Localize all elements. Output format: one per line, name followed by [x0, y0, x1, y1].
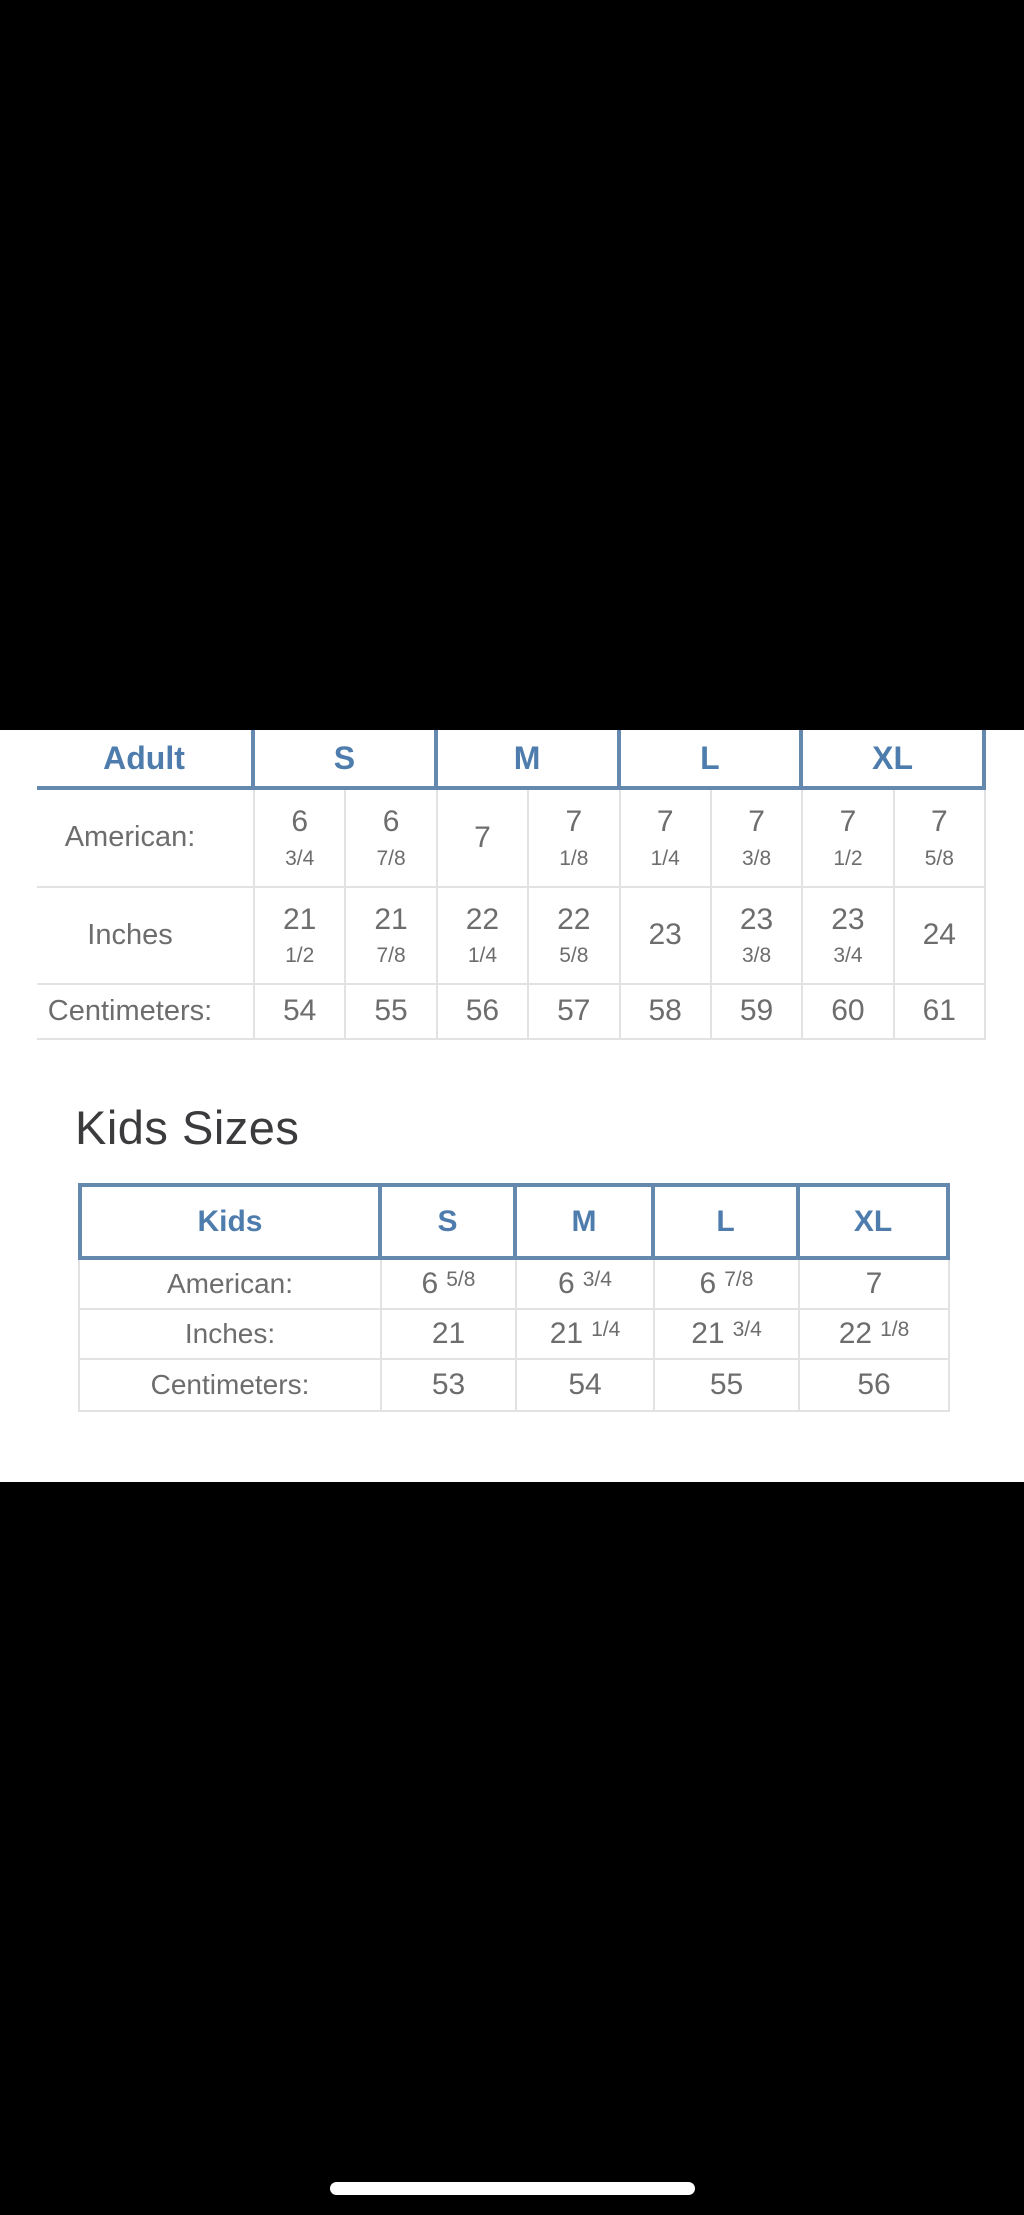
table-cell: 55	[346, 985, 438, 1040]
table-cell: 21	[382, 1310, 517, 1360]
table-cell: 23 3/4	[803, 888, 895, 985]
table-cell: 6 3/4	[517, 1260, 655, 1310]
table-cell: 54	[255, 985, 347, 1040]
column-header-l: L	[655, 1183, 800, 1260]
kids-sizes-heading: Kids Sizes	[75, 1101, 300, 1154]
adult-size-table: Adult S M L XL American: 6 3/4 6 7/8 7 7 1/…	[37, 730, 986, 1040]
table-cell: 21 3/4	[655, 1310, 800, 1360]
column-header-kids: Kids	[78, 1183, 382, 1260]
column-header-l: L	[620, 730, 804, 790]
row-label-american: American:	[78, 1260, 382, 1310]
column-header-adult: Adult	[37, 730, 255, 790]
content-area: Adult S M L XL American: 6 3/4 6 7/8 7 7 1/…	[0, 730, 1024, 1482]
row-label-american: American:	[37, 790, 255, 888]
table-cell: 22 1/4	[437, 888, 530, 985]
column-header-xl: XL	[803, 730, 986, 790]
column-header-xl: XL	[800, 1183, 950, 1260]
table-cell: 6 3/4	[255, 790, 347, 888]
table-cell: 22 1/8	[800, 1310, 950, 1360]
table-cell: 21 1/4	[517, 1310, 655, 1360]
table-cell: 57	[529, 985, 621, 1040]
table-cell: 61	[894, 985, 986, 1040]
column-header-m: M	[437, 730, 621, 790]
table-cell: 21 1/2	[255, 888, 347, 985]
row-label-centimeters: Centimeters:	[37, 985, 255, 1040]
table-cell: 24	[894, 888, 986, 985]
row-label-text: Centimeters:	[47, 994, 213, 1027]
kids-size-table: Kids S M L XL American: 6 5/8 6 3/4 6 7/8 7…	[78, 1183, 950, 1412]
table-cell: 7 1/8	[529, 790, 621, 888]
row-label-centimeters: Centimeters:	[78, 1360, 382, 1412]
table-cell: 58	[620, 985, 712, 1040]
table-cell: 7 3/8	[711, 790, 804, 888]
row-label-text: American:	[64, 821, 196, 854]
table-cell: 7 5/8	[894, 790, 986, 888]
home-indicator[interactable]	[330, 2182, 695, 2195]
table-cell: 6 7/8	[655, 1260, 800, 1310]
table-cell: 56	[800, 1360, 950, 1412]
row-label-text: Inches	[87, 918, 173, 951]
table-cell: 53	[382, 1360, 517, 1412]
table-cell: 22 5/8	[529, 888, 621, 985]
row-label-inches: Inches	[37, 888, 255, 985]
table-cell: 7 1/2	[803, 790, 895, 888]
column-header-s: S	[255, 730, 438, 790]
table-cell: 23	[620, 888, 712, 985]
table-cell: 7 1/4	[620, 790, 712, 888]
table-cell: 7	[437, 790, 530, 888]
table-cell: 55	[655, 1360, 800, 1412]
table-cell: 23 3/8	[711, 888, 804, 985]
table-cell: 21 7/8	[346, 888, 438, 985]
column-header-m: M	[517, 1183, 655, 1260]
table-cell: 60	[803, 985, 895, 1040]
row-label-inches: Inches:	[78, 1310, 382, 1360]
table-cell: 6 5/8	[382, 1260, 517, 1310]
table-cell: 7	[800, 1260, 950, 1310]
table-cell: 56	[437, 985, 530, 1040]
table-cell: 6 7/8	[346, 790, 438, 888]
table-cell: 54	[517, 1360, 655, 1412]
column-header-s: S	[382, 1183, 517, 1260]
table-cell: 59	[711, 985, 804, 1040]
